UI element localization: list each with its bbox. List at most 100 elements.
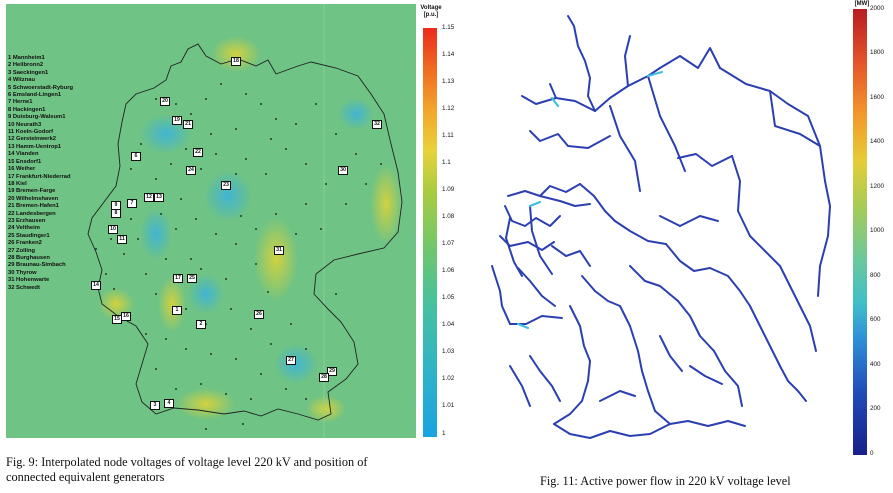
power-tick: 0	[870, 450, 874, 457]
generator-legend: 1 Mannheim1 2 Heilbronn2 3 Saeckingen1 4…	[8, 55, 73, 292]
legend-item: 5 Schwoerstadt-Ryburg	[8, 84, 74, 91]
power-tick: 800	[870, 272, 881, 279]
legend-item: 10 Neurath3	[8, 121, 42, 128]
power-tick: 1000	[870, 227, 885, 234]
legend-item: 1 Mannheim1	[8, 55, 45, 61]
legend-item: 25 Staudinger1	[8, 232, 50, 239]
power-tick: 200	[870, 405, 881, 412]
power-flow-map-svg	[491, 15, 831, 439]
legend-item: 26 Franken2	[8, 240, 42, 247]
voltage-tick: 1.15	[442, 24, 455, 31]
voltage-colorbar-title: Voltage [p.u.]	[420, 5, 442, 18]
voltage-tick: 1.1	[442, 159, 451, 166]
voltage-tick: 1.08	[442, 213, 455, 220]
voltage-tick: 1.11	[442, 132, 454, 139]
generator-marker: 2	[196, 320, 206, 329]
legend-item: 11 Koeln-Godorf	[8, 129, 54, 136]
legend-item: 12 Gersteinwerk2	[8, 136, 57, 143]
legend-item: 2 Heilbronn2	[8, 62, 44, 69]
generator-marker: 15	[112, 315, 122, 324]
generator-marker: 26	[254, 310, 264, 319]
generator-marker: 28	[319, 373, 329, 382]
generator-marker: 22	[193, 148, 203, 157]
power-lines	[491, 15, 831, 439]
legend-item: 7 Herne1	[8, 99, 33, 106]
generator-marker: 30	[338, 166, 348, 175]
power-colorbar	[853, 9, 867, 455]
generator-marker: 32	[372, 120, 382, 129]
legend-item: 19 Bremen-Farge	[8, 188, 56, 195]
generator-marker: 29	[327, 367, 337, 376]
legend-item: 18 Kiel	[8, 180, 27, 187]
generator-marker: 13	[154, 193, 164, 202]
generator-marker: 17	[173, 274, 183, 283]
legend-item: 20 Wilhelmshaven	[8, 195, 59, 202]
legend-item: 28 Burghausen	[8, 254, 50, 261]
legend-item: 6 Emsland-Lingen1	[8, 92, 62, 99]
voltage-tick: 1.02	[442, 375, 455, 382]
voltage-map-panel: 1 Mannheim1 2 Heilbronn2 3 Saeckingen1 4…	[6, 4, 416, 438]
generator-marker: 4	[164, 399, 174, 408]
generator-marker: 3	[150, 401, 160, 410]
legend-item: 30 Thyrow	[8, 269, 37, 276]
generator-marker: 8	[111, 209, 121, 218]
legend-item: 4 Witznau	[8, 77, 36, 84]
power-tick: 2000	[870, 5, 885, 12]
legend-item: 3 Saeckingen1	[8, 69, 49, 76]
generator-marker: 19	[172, 116, 182, 125]
voltage-colorbar	[423, 28, 437, 437]
country-outline	[87, 43, 403, 421]
voltage-tick: 1.13	[442, 78, 455, 85]
voltage-tick: 1.06	[442, 267, 455, 274]
voltage-tick: 1.14	[442, 51, 455, 58]
voltage-tick: 1.01	[442, 402, 455, 409]
voltage-tick: 1.07	[442, 240, 455, 247]
generator-marker: 11	[117, 235, 127, 244]
generator-marker: 12	[144, 193, 154, 202]
generator-marker: 31	[274, 246, 284, 255]
legend-item: 23 Erzhausen	[8, 217, 46, 224]
legend-item: 27 Zolling	[8, 247, 36, 254]
legend-item: 14 Vianden	[8, 151, 39, 158]
voltage-tick: 1.09	[442, 186, 455, 193]
voltage-tick: 1.12	[442, 105, 455, 112]
legend-item: 16 Weiher	[8, 166, 36, 173]
generator-marker: 27	[286, 356, 296, 365]
generator-marker: 25	[187, 274, 197, 283]
legend-item: 32 Schwedt	[8, 284, 40, 291]
legend-item: 22 Landesbergen	[8, 210, 56, 217]
legend-item: 8 Hackingen1	[8, 106, 46, 113]
figure9-caption: Fig. 9: Interpolated node voltages of vo…	[6, 455, 368, 484]
power-tick: 1600	[870, 94, 885, 101]
power-tick: 400	[870, 361, 881, 368]
legend-item: 29 Braunau-Simbach	[8, 262, 66, 269]
voltage-map-svg	[87, 4, 403, 438]
legend-item: 31 Hohenwarte	[8, 277, 50, 284]
generator-marker: 18	[231, 57, 241, 66]
figure11-caption: Fig. 11: Active power flow in 220 kV vol…	[540, 474, 791, 488]
power-tick: 1200	[870, 183, 885, 190]
generator-marker: 16	[121, 312, 131, 321]
generator-marker: 7	[127, 199, 137, 208]
power-tick: 1400	[870, 138, 885, 145]
voltage-tick: 1	[442, 430, 446, 437]
power-tick: 600	[870, 316, 881, 323]
generator-marker: 10	[108, 225, 118, 234]
voltage-tick: 1.03	[442, 348, 455, 355]
generator-marker: 24	[186, 166, 196, 175]
legend-item: 13 Hamm-Uentrop1	[8, 143, 62, 150]
legend-item: 21 Bremen-Hafen1	[8, 203, 59, 210]
generator-marker: 1	[172, 306, 182, 315]
power-colorbar-title: [MW]	[854, 1, 870, 7]
generator-marker: 23	[221, 181, 231, 190]
legend-item: 24 Veltheim	[8, 225, 40, 232]
voltage-tick: 1.05	[442, 294, 455, 301]
legend-item: 15 Ensdorf1	[8, 158, 42, 165]
voltage-tick: 1.04	[442, 321, 455, 328]
generator-marker: 14	[91, 281, 101, 290]
legend-item: 9 Duisburg-Walsum1	[8, 114, 66, 121]
high-flow-lines	[516, 70, 664, 330]
power-tick: 1800	[870, 49, 885, 56]
generator-marker: 20	[160, 97, 170, 106]
generator-marker: 21	[183, 120, 193, 129]
